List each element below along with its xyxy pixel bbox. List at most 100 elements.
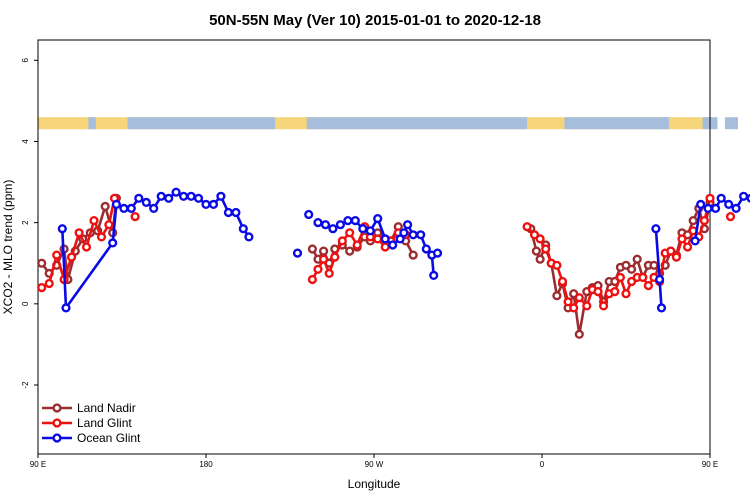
data-point [134,193,144,203]
legend-swatch-marker [52,418,62,428]
data-point [193,193,204,203]
y-axis: -2 0 2 4 6 [21,58,38,389]
series-layer [37,187,750,339]
data-point [345,228,355,238]
data-point [313,264,323,274]
data-point [574,329,584,339]
data-point [593,287,603,297]
data-point [330,252,340,262]
data-point [569,303,579,313]
plot-frame [37,39,711,455]
x-tick-label: 180 [199,460,213,469]
data-point [535,254,545,264]
data-point [380,242,390,252]
data-point [186,191,196,201]
data-point [373,234,383,244]
data-point [421,244,431,254]
legend-label: Land Nadir [77,401,136,415]
data-point [535,234,545,244]
data-point [350,216,360,226]
data-point [598,301,609,311]
data-point [343,216,353,226]
data-point [656,303,667,313]
data-point [654,274,665,285]
data-point [408,230,418,240]
data-point [231,207,241,218]
data-point [429,270,439,281]
legend-label: Ocean Glint [77,431,141,445]
ocean-band [564,117,669,130]
y-tick-label: 2 [21,220,30,225]
data-point [201,199,211,210]
data-point [621,289,631,299]
data-point [557,276,568,287]
data-point [164,193,174,203]
data-point [179,191,189,201]
data-point [531,246,542,256]
data-point [292,248,303,258]
data-point [373,214,383,224]
data-point [37,283,47,293]
data-point [156,191,166,201]
data-point [731,203,741,214]
data-point [563,297,573,307]
data-point [716,193,726,203]
data-point [126,203,136,214]
data-point [699,216,710,226]
legend-swatch-marker [52,403,62,413]
data-point [108,238,118,248]
data-point [74,228,84,238]
data-point [643,281,654,291]
data-point [216,191,226,201]
data-point [352,240,362,250]
series-ocean-glint [57,187,750,313]
data-point [111,199,122,210]
data-point [649,260,659,270]
data-point [395,234,405,244]
data-point [319,246,329,256]
y-tick-label: -2 [21,381,30,389]
data-point [328,224,338,234]
data-point [651,224,661,234]
data-point [319,254,329,264]
data-point [408,250,418,260]
data-point [61,303,71,313]
data-point [307,244,318,254]
x-tick-label: 90 E [30,460,46,469]
data-point [104,220,114,230]
data-point [223,207,234,218]
data-point [522,222,532,232]
x-tick-label: 90 E [702,460,718,469]
data-point [671,252,682,262]
data-point [66,252,77,262]
data-point [171,187,181,197]
data-point [313,218,323,228]
data-point [710,203,721,214]
data-point [703,203,713,214]
data-point [52,250,62,260]
data-point [337,236,347,246]
data-point [149,203,159,214]
data-point [552,291,562,301]
y-tick-label: 6 [21,58,30,63]
data-point [335,220,346,230]
data-point [244,232,254,242]
land-ocean-strip [38,117,738,130]
data-point [89,216,99,226]
data-point [44,278,54,289]
data-point [320,220,331,230]
data-point [358,224,368,234]
data-point [432,248,443,258]
y-tick-label: 0 [21,301,30,306]
data-point [208,199,219,210]
data-point [610,287,620,297]
series-land-glint [37,193,736,313]
data-point [677,234,687,244]
data-point [696,199,706,210]
ocean-band [306,117,528,130]
data-point [688,216,698,226]
data-point [690,236,700,246]
legend-swatch-marker [52,433,62,443]
